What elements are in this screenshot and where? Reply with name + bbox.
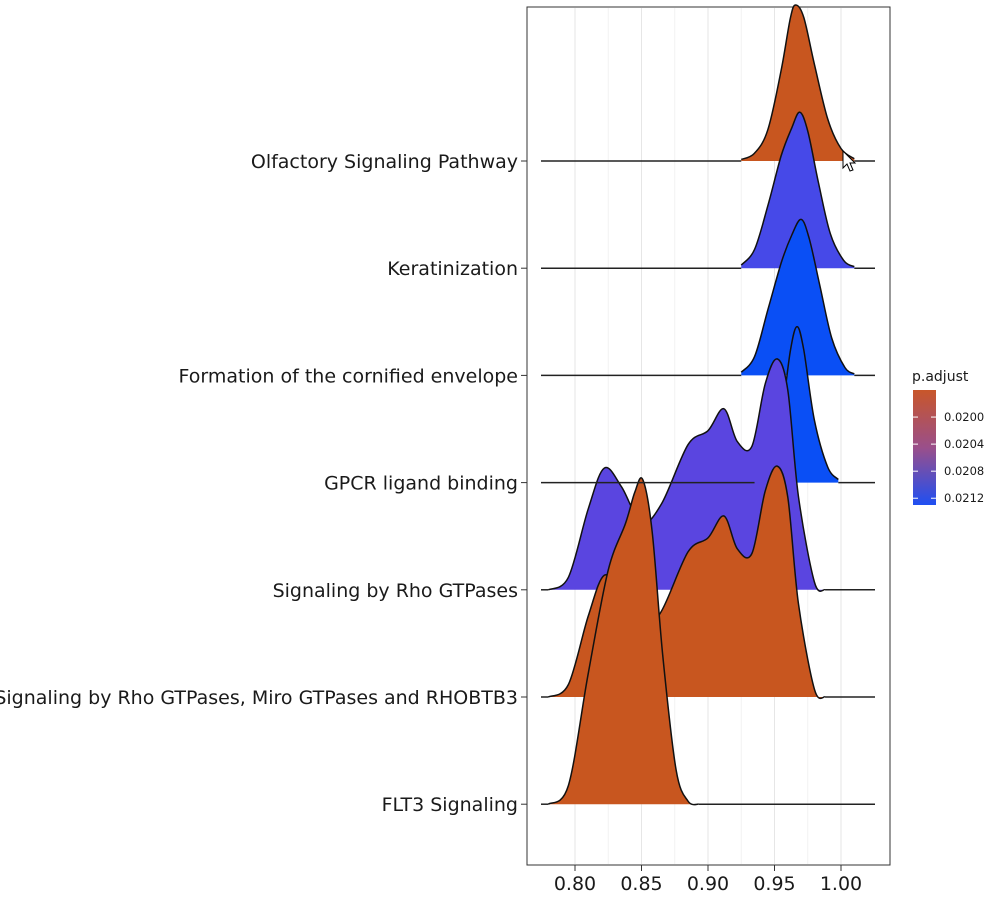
ridge-fill <box>754 326 839 483</box>
y-tick-label: Formation of the cornified envelope <box>179 365 518 387</box>
legend-title: p.adjust <box>912 369 969 385</box>
x-axis: 0.80 0.85 0.90 0.95 1.00 <box>554 865 862 895</box>
ridges <box>547 4 855 806</box>
ridge-fill <box>741 5 855 161</box>
y-tick-label: Signaling by Rho GTPases <box>273 580 518 602</box>
y-tick-label: Keratinization <box>387 258 518 280</box>
legend-tick-label: 0.0208 <box>944 464 984 478</box>
ridge-fill <box>741 112 855 269</box>
legend-colorbar <box>913 390 936 505</box>
x-tick-label: 0.80 <box>554 873 596 895</box>
ridge-outline <box>740 4 855 161</box>
y-tick-label: FLT3 Signaling <box>382 794 518 816</box>
legend-ticks: 0.0200 0.0204 0.0208 0.0212 <box>913 410 984 505</box>
x-tick-label: 0.95 <box>753 873 795 895</box>
ridge-outline <box>547 465 826 700</box>
x-tick-label: 1.00 <box>820 873 862 895</box>
ridge-fill <box>548 358 826 592</box>
ridge-outline <box>740 111 855 268</box>
y-tick-label: Olfactory Signaling Pathway <box>251 151 518 173</box>
x-tick-label: 0.90 <box>687 873 729 895</box>
ridge-fill <box>741 219 855 376</box>
legend-tick-label: 0.0212 <box>944 491 984 505</box>
legend-tick-label: 0.0204 <box>944 437 984 451</box>
y-tick-label: Signaling by Rho GTPases, Miro GTPases a… <box>0 687 518 709</box>
legend-tick-label: 0.0200 <box>944 410 984 424</box>
baselines <box>541 160 875 805</box>
mouse-cursor-icon <box>842 149 857 172</box>
legend: p.adjust 0.0200 0.0204 0.0208 0.0212 <box>912 369 984 505</box>
y-axis-labels: Olfactory Signaling Pathway Keratinizatio… <box>0 151 527 816</box>
x-tick-label: 0.85 <box>620 873 662 895</box>
ridge-outline <box>547 477 699 806</box>
ridge-outline <box>547 358 826 592</box>
ridge-outline <box>740 218 855 375</box>
ridge-fill <box>548 477 699 805</box>
y-tick-label: GPCR ligand binding <box>324 473 518 495</box>
